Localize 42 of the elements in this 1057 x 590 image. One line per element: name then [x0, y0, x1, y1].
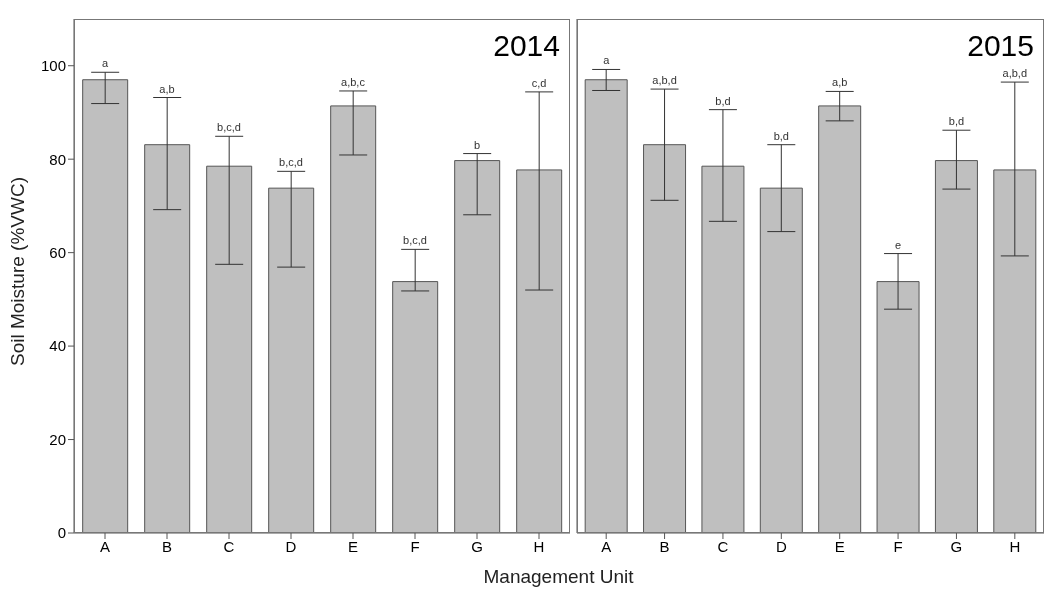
y-tick-label: 60	[49, 243, 66, 261]
x-tick-label: G	[471, 537, 483, 555]
y-tick-label: 80	[49, 150, 66, 168]
annotation: b	[473, 138, 481, 151]
annotation: a	[603, 54, 611, 67]
x-tick-label: F	[893, 537, 903, 555]
annotation: b,d	[948, 115, 965, 128]
x-tick-label: H	[533, 537, 545, 555]
annotation: b,c,d	[279, 156, 303, 169]
x-tick-label: A	[99, 537, 111, 555]
y-tick-label: 100	[40, 57, 66, 75]
annotation: e	[895, 238, 902, 251]
x-tick-label: A	[601, 537, 612, 555]
annotation: a,b	[159, 82, 175, 95]
x-tick-label: D	[775, 537, 787, 555]
x-axis-title: Management Unit	[482, 566, 635, 588]
x-tick-label: D	[285, 537, 297, 555]
x-tick-label: C	[717, 537, 729, 555]
chart-title: 2014	[493, 29, 560, 63]
x-tick-label: G	[950, 537, 963, 555]
annotation: a,b,d	[652, 74, 677, 87]
annotation: a,b	[832, 76, 848, 89]
annotation: a,b,c	[341, 75, 366, 88]
annotation: b,d	[773, 129, 789, 142]
x-tick-label: B	[659, 537, 670, 555]
x-tick-label: E	[347, 537, 359, 555]
y-tick-label: 0	[57, 524, 66, 542]
annotation: b,d	[715, 94, 731, 107]
y-tick-label: 40	[49, 337, 66, 355]
x-tick-label: C	[223, 537, 235, 555]
chart-title: 2015	[967, 29, 1034, 63]
annotation: a,b,d	[1002, 67, 1028, 80]
x-tick-label: H	[1009, 537, 1021, 555]
x-tick-label: B	[161, 537, 173, 555]
y-tick-label: 20	[49, 430, 66, 448]
annotation: b,c,d	[403, 234, 427, 247]
annotation: c,d	[531, 76, 547, 89]
x-tick-label: E	[834, 537, 845, 555]
annotation: b,c,d	[217, 121, 241, 134]
annotation: a	[101, 57, 109, 70]
x-tick-label: F	[410, 537, 420, 555]
y-axis-title: Soil Moisture (%VWC)	[6, 177, 28, 366]
